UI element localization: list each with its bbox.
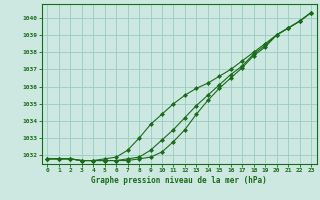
X-axis label: Graphe pression niveau de la mer (hPa): Graphe pression niveau de la mer (hPa): [91, 176, 267, 185]
